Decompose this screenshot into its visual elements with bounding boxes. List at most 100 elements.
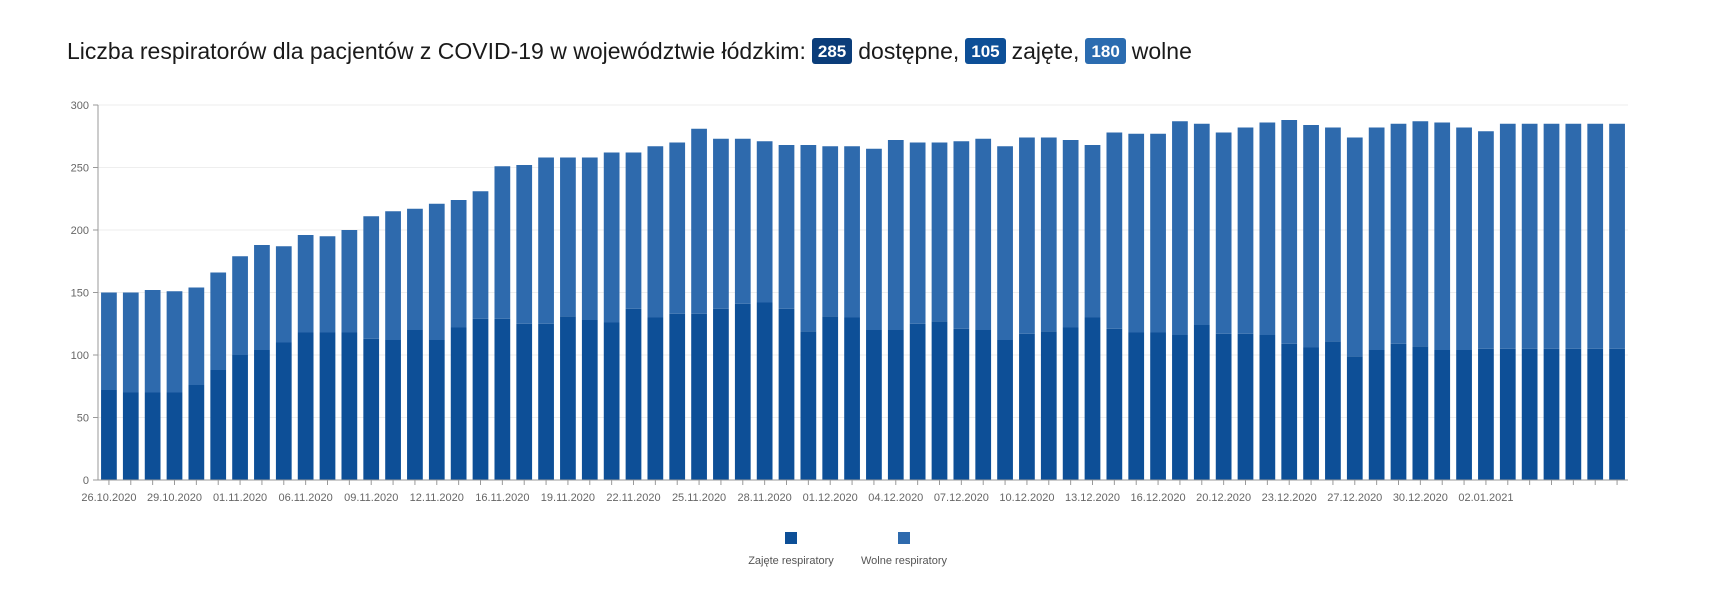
bar-free[interactable]	[997, 146, 1013, 340]
bar-free[interactable]	[1499, 123, 1516, 349]
bar-free[interactable]	[494, 166, 511, 319]
bar-occupied[interactable]	[822, 316, 839, 480]
bar-free[interactable]	[275, 246, 292, 343]
bar-free[interactable]	[1543, 123, 1560, 349]
bar-free[interactable]	[1456, 127, 1472, 351]
bar-occupied[interactable]	[1040, 331, 1057, 480]
bar-occupied[interactable]	[1543, 348, 1560, 480]
bar-free[interactable]	[1346, 137, 1363, 357]
bar-free[interactable]	[581, 157, 598, 321]
bar-free[interactable]	[625, 152, 642, 309]
bar-occupied[interactable]	[1281, 343, 1298, 480]
bar-occupied[interactable]	[887, 330, 904, 480]
bar-free[interactable]	[756, 141, 773, 303]
bar-occupied[interactable]	[1106, 328, 1123, 480]
bar-free[interactable]	[1215, 132, 1232, 334]
bar-occupied[interactable]	[1521, 348, 1538, 480]
bar-occupied[interactable]	[1325, 341, 1341, 480]
bar-occupied[interactable]	[734, 303, 751, 480]
bar-occupied[interactable]	[297, 332, 314, 481]
legend-swatch[interactable]	[785, 532, 797, 544]
bar-occupied[interactable]	[1019, 333, 1035, 480]
bar-occupied[interactable]	[1084, 317, 1101, 481]
bar-free[interactable]	[1106, 132, 1123, 329]
bar-free[interactable]	[101, 292, 117, 391]
bar-free[interactable]	[538, 157, 554, 324]
bar-free[interactable]	[1565, 123, 1582, 349]
bar-free[interactable]	[1237, 127, 1254, 334]
bar-free[interactable]	[428, 203, 445, 340]
bar-free[interactable]	[953, 141, 970, 329]
bar-occupied[interactable]	[647, 317, 664, 481]
bar-free[interactable]	[1587, 123, 1604, 349]
bar-occupied[interactable]	[1128, 332, 1145, 481]
bar-free[interactable]	[1084, 145, 1101, 318]
bar-occupied[interactable]	[232, 355, 248, 480]
bar-free[interactable]	[691, 128, 707, 314]
bar-free[interactable]	[363, 216, 380, 339]
bar-occupied[interactable]	[472, 318, 489, 480]
bar-occupied[interactable]	[1259, 335, 1276, 480]
legend-label[interactable]: Wolne respiratory	[861, 555, 947, 567]
bar-occupied[interactable]	[603, 322, 620, 481]
bar-occupied[interactable]	[713, 308, 729, 480]
bar-free[interactable]	[166, 291, 183, 393]
bar-occupied[interactable]	[1368, 350, 1385, 480]
bar-occupied[interactable]	[1434, 350, 1451, 480]
legend-swatch[interactable]	[898, 532, 910, 544]
bar-free[interactable]	[560, 157, 576, 317]
bar-occupied[interactable]	[844, 317, 860, 481]
bar-free[interactable]	[319, 236, 336, 333]
bar-occupied[interactable]	[101, 390, 117, 480]
bar-free[interactable]	[472, 191, 489, 319]
bar-occupied[interactable]	[1346, 356, 1363, 480]
bar-occupied[interactable]	[407, 330, 423, 480]
bar-occupied[interactable]	[144, 392, 161, 481]
bar-free[interactable]	[713, 138, 729, 309]
bar-free[interactable]	[1412, 121, 1429, 347]
bar-occupied[interactable]	[494, 318, 511, 480]
bar-occupied[interactable]	[1172, 335, 1188, 480]
bar-free[interactable]	[254, 245, 270, 350]
bar-occupied[interactable]	[1499, 348, 1516, 480]
bar-free[interactable]	[844, 146, 860, 318]
bar-occupied[interactable]	[1062, 327, 1079, 481]
bar-free[interactable]	[122, 292, 139, 393]
bar-free[interactable]	[450, 200, 467, 328]
bar-occupied[interactable]	[210, 370, 227, 480]
bar-occupied[interactable]	[166, 392, 183, 481]
bar-free[interactable]	[887, 140, 904, 330]
bar-occupied[interactable]	[1303, 347, 1319, 481]
bar-free[interactable]	[1193, 123, 1210, 325]
bar-free[interactable]	[385, 211, 401, 340]
bar-free[interactable]	[669, 142, 686, 314]
bar-occupied[interactable]	[428, 340, 445, 480]
bar-free[interactable]	[778, 145, 795, 309]
bar-occupied[interactable]	[1193, 325, 1210, 480]
bar-occupied[interactable]	[1609, 348, 1625, 480]
bar-free[interactable]	[1128, 133, 1145, 333]
bar-free[interactable]	[1434, 122, 1451, 351]
bar-free[interactable]	[1325, 127, 1341, 342]
bar-occupied[interactable]	[669, 313, 686, 480]
bar-free[interactable]	[516, 165, 533, 324]
bar-occupied[interactable]	[1456, 350, 1472, 480]
bar-free[interactable]	[1040, 137, 1057, 332]
bar-free[interactable]	[1259, 122, 1276, 336]
bar-free[interactable]	[210, 272, 227, 371]
bar-free[interactable]	[647, 146, 664, 318]
bar-free[interactable]	[734, 138, 751, 304]
bar-occupied[interactable]	[756, 302, 773, 481]
bar-occupied[interactable]	[1412, 346, 1429, 480]
bar-occupied[interactable]	[625, 308, 642, 480]
bar-occupied[interactable]	[319, 332, 336, 481]
bar-free[interactable]	[1368, 127, 1385, 351]
bar-occupied[interactable]	[1587, 348, 1604, 480]
bar-occupied[interactable]	[560, 316, 576, 480]
bar-occupied[interactable]	[385, 340, 401, 480]
bar-free[interactable]	[1150, 133, 1166, 333]
legend-label[interactable]: Zajęte respiratory	[748, 555, 834, 567]
bar-free[interactable]	[1019, 137, 1035, 334]
bar-occupied[interactable]	[275, 342, 292, 481]
bar-free[interactable]	[1390, 123, 1407, 344]
